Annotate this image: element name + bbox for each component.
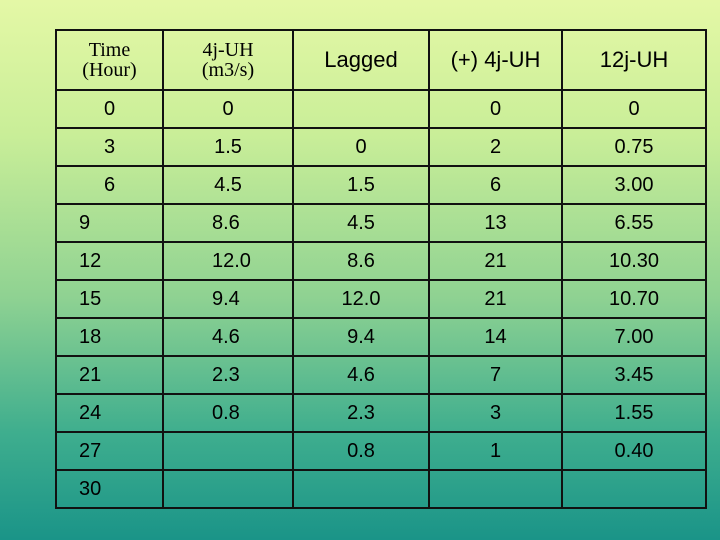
uh12-cell: 0.75 (561, 127, 707, 167)
header-12j-uh: 12j-UH (561, 29, 707, 91)
plus4-cell: 0 (428, 89, 563, 129)
time-cell: 30 (55, 469, 164, 509)
uh12-cell: 3.00 (561, 165, 707, 205)
table-row: 15 9.4 12.0 21 10.70 (55, 279, 707, 319)
uh4-cell: 2.3 (162, 355, 294, 395)
time-cell: 6 (55, 165, 164, 205)
uh4-cell: 12.0 (162, 241, 294, 281)
uh12-cell: 3.45 (561, 355, 707, 395)
lagged-cell: 4.6 (292, 355, 430, 395)
lagged-cell: 1.5 (292, 165, 430, 205)
time-cell: 12 (55, 241, 164, 281)
plus4-cell: 13 (428, 203, 563, 243)
uh4-cell: 8.6 (162, 203, 294, 243)
table-row: 6 4.5 1.5 6 3.00 (55, 165, 707, 205)
time-cell: 27 (55, 431, 164, 471)
time-cell: 15 (55, 279, 164, 319)
plus4-cell: 7 (428, 355, 563, 395)
uh12-cell (561, 469, 707, 509)
plus4-cell: 14 (428, 317, 563, 357)
uh4-cell: 0.8 (162, 393, 294, 433)
uh12-cell: 6.55 (561, 203, 707, 243)
uh12-cell: 0 (561, 89, 707, 129)
header-time-line1: Time (88, 39, 131, 61)
uh12-cell: 10.30 (561, 241, 707, 281)
plus4-cell: 1 (428, 431, 563, 471)
header-time: Time (Hour) (55, 29, 164, 91)
uh4-cell: 4.6 (162, 317, 294, 357)
uh4-cell: 4.5 (162, 165, 294, 205)
lagged-cell: 2.3 (292, 393, 430, 433)
uh4-cell: 1.5 (162, 127, 294, 167)
lagged-cell (292, 469, 430, 509)
uh12-cell: 7.00 (561, 317, 707, 357)
uh4-cell (162, 431, 294, 471)
lagged-cell (292, 89, 430, 129)
header-lagged: Lagged (292, 29, 430, 91)
lagged-cell: 0 (292, 127, 430, 167)
lagged-cell: 0.8 (292, 431, 430, 471)
uh12-cell: 0.40 (561, 431, 707, 471)
table-body: 0 0 0 0 3 1.5 0 2 0.75 6 4.5 1.5 6 3.00 9 8.6 4.5 13 6.55 1… (55, 89, 707, 509)
time-cell: 3 (55, 127, 164, 167)
uh4-cell: 9.4 (162, 279, 294, 319)
plus4-cell: 21 (428, 279, 563, 319)
lagged-cell: 12.0 (292, 279, 430, 319)
header-plus-4j-uh: (+) 4j-UH (428, 29, 563, 91)
table-row: 24 0.8 2.3 3 1.55 (55, 393, 707, 433)
uh12-cell: 10.70 (561, 279, 707, 319)
uh4-cell (162, 469, 294, 509)
table-row: 3 1.5 0 2 0.75 (55, 127, 707, 167)
table-row: 21 2.3 4.6 7 3.45 (55, 355, 707, 395)
uh4-cell: 0 (162, 89, 294, 129)
header-4j-uh-line1: 4j-UH (202, 39, 254, 61)
table-row: 9 8.6 4.5 13 6.55 (55, 203, 707, 243)
table-header-row: Time (Hour) 4j-UH (m3/s) Lagged (+) 4j-U… (55, 29, 707, 91)
plus4-cell: 21 (428, 241, 563, 281)
table-row: 27 0.8 1 0.40 (55, 431, 707, 471)
lagged-cell: 9.4 (292, 317, 430, 357)
header-4j-uh: 4j-UH (m3/s) (162, 29, 294, 91)
plus4-cell: 6 (428, 165, 563, 205)
lagged-cell: 8.6 (292, 241, 430, 281)
plus4-cell: 2 (428, 127, 563, 167)
lagged-cell: 4.5 (292, 203, 430, 243)
table-row: 18 4.6 9.4 14 7.00 (55, 317, 707, 357)
plus4-cell: 3 (428, 393, 563, 433)
table-row: 30 (55, 469, 707, 509)
table-row: 12 12.0 8.6 21 10.30 (55, 241, 707, 281)
time-cell: 24 (55, 393, 164, 433)
uh12-cell: 1.55 (561, 393, 707, 433)
time-cell: 21 (55, 355, 164, 395)
header-4j-uh-line2: (m3/s) (201, 59, 255, 81)
time-cell: 9 (55, 203, 164, 243)
header-time-line2: (Hour) (82, 59, 137, 81)
plus4-cell (428, 469, 563, 509)
time-cell: 0 (55, 89, 164, 129)
unit-hydrograph-table: Time (Hour) 4j-UH (m3/s) Lagged (+) 4j-U… (55, 29, 707, 509)
time-cell: 18 (55, 317, 164, 357)
